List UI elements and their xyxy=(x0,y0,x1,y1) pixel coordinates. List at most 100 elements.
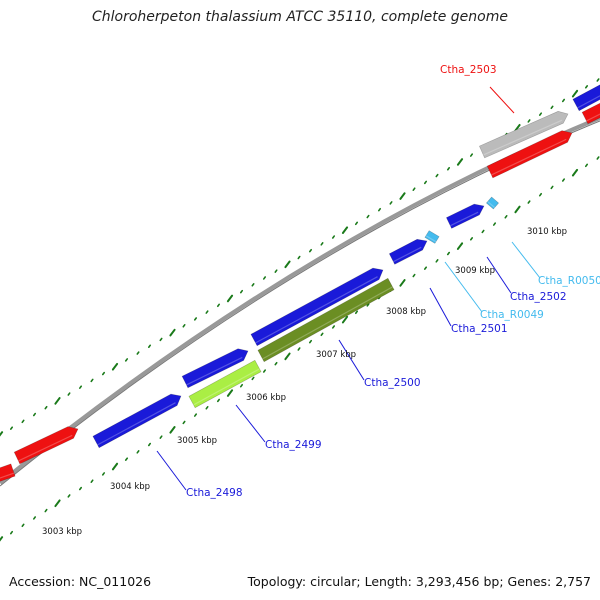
outer-scale-tick xyxy=(561,98,566,103)
scale-label: 3007 kbp xyxy=(316,350,356,360)
gene-arrow-ctha-2502 xyxy=(445,203,485,229)
outer-scale-tick xyxy=(239,289,244,294)
outer-scale-tick xyxy=(354,221,359,226)
inner-scale-tick xyxy=(262,369,267,373)
gene-label-ctha-r0050[interactable]: Ctha_R0050 xyxy=(538,275,600,287)
gene-arrow-ctha-2502-highlight xyxy=(450,211,479,227)
outer-scale-tick xyxy=(527,119,531,123)
inner-scale-tick xyxy=(331,325,336,329)
outer-scale-tick xyxy=(54,397,61,405)
inner-scale-tick xyxy=(216,398,221,403)
outer-scale-tick xyxy=(596,78,600,82)
gene-bar-ctha-2499 xyxy=(188,359,262,409)
label-connector xyxy=(486,256,512,294)
outer-scale-tick xyxy=(389,201,393,205)
outer-scale-tick xyxy=(67,392,71,396)
gene-arrow-ctha-2501-highlight xyxy=(393,246,422,263)
label-connector xyxy=(429,287,452,327)
outer-scale-tick xyxy=(331,235,336,239)
inner-scale-tick xyxy=(9,530,14,535)
inner-scale-tick xyxy=(284,352,291,361)
outer-scale-tick xyxy=(366,214,370,219)
gene-arrow-reverse-highlight xyxy=(0,472,15,479)
inner-scale-tick xyxy=(354,310,359,315)
inner-scale-tick xyxy=(481,229,485,234)
outer-scale-tick xyxy=(136,351,140,355)
gene-label-ctha-2501[interactable]: Ctha_2501 xyxy=(451,323,508,335)
gene-arrow xyxy=(250,267,384,347)
gene-arrow xyxy=(572,84,600,112)
gene-bar-ctha-2499-highlight xyxy=(193,368,260,406)
outer-scale-tick xyxy=(262,276,267,280)
outer-scale-tick xyxy=(571,89,579,98)
outer-scale-tick xyxy=(284,260,291,269)
gene-arrow-ctha-2498-highlight xyxy=(97,402,176,446)
outer-scale-tick xyxy=(538,112,543,116)
scale-labels: 3003 kbp 3004 kbp 3005 kbp 3006 kbp 3007 kbp… xyxy=(42,227,567,537)
inner-scale-tick xyxy=(193,413,198,417)
gene-arrow-reverse xyxy=(0,463,16,482)
outer-scale-tick xyxy=(308,248,313,253)
outer-scale-tick xyxy=(550,105,554,110)
inner-scale-tick xyxy=(412,273,416,278)
gene-arrow-ctha-2501 xyxy=(388,238,428,265)
gene-label-ctha-2500[interactable]: Ctha_2500 xyxy=(364,377,421,389)
inner-scale-tick xyxy=(147,442,152,447)
gene-bar-ctha-2500 xyxy=(257,277,395,363)
outer-scale-tick xyxy=(435,173,439,178)
gene-arrow-ctha-2503 xyxy=(486,130,573,179)
inner-scale-tick xyxy=(446,251,451,256)
genome-summary-text: Topology: circular; Length: 3,293,456 bp… xyxy=(247,574,591,589)
gene-labels: Ctha_2498 Ctha_2499 Ctha_2500 Ctha_2501 Ctha… xyxy=(186,64,600,499)
outer-scale-tick xyxy=(193,317,198,321)
gene-label-ctha-2499[interactable]: Ctha_2499 xyxy=(265,439,322,451)
inner-scale-tick xyxy=(159,435,163,439)
label-connector xyxy=(235,404,266,443)
outer-scale-tick xyxy=(90,378,94,383)
inner-scale-tick xyxy=(561,178,566,182)
outer-scale-tick xyxy=(377,207,382,212)
gene-arrow-highlight xyxy=(255,276,378,344)
scale-label: 3010 kbp xyxy=(527,227,567,237)
gene-arrow-reverse-highlight xyxy=(586,113,600,122)
outer-scale-tick xyxy=(101,371,106,376)
inner-scale-tick xyxy=(32,516,37,520)
scale-label: 3005 kbp xyxy=(177,436,217,446)
inner-scale-tick xyxy=(596,156,600,160)
scale-label: 3008 kbp xyxy=(386,307,426,317)
inner-scale-tick xyxy=(169,426,176,434)
gene-arrow xyxy=(181,348,249,389)
inner-scale-tick xyxy=(341,315,349,324)
gene-label-ctha-r0049[interactable]: Ctha_R0049 xyxy=(480,309,544,321)
outer-scale-tick xyxy=(0,431,4,437)
gene-arrow-pseudo xyxy=(479,110,569,159)
outer-scale-tick xyxy=(423,180,428,185)
outer-scale-tick xyxy=(169,328,176,337)
gene-arrow-highlight xyxy=(577,95,600,109)
inner-scale-tick xyxy=(21,523,25,528)
outer-scale-tick xyxy=(297,255,301,260)
outer-scale-tick xyxy=(9,426,14,430)
outer-scale-tick xyxy=(320,242,324,246)
tick-rows xyxy=(0,78,600,542)
inner-scale-tick xyxy=(44,508,48,513)
gene-label-ctha-2503[interactable]: Ctha_2503 xyxy=(440,64,497,76)
outer-scale-tick xyxy=(514,123,521,132)
inner-scale-tick xyxy=(90,479,94,483)
inner-scale-tick xyxy=(538,192,543,197)
outer-scale-tick xyxy=(147,344,152,349)
gene-arrow-reverse xyxy=(581,102,600,125)
outer-scale-tick xyxy=(412,187,416,191)
gene-arrow-ctha-2498 xyxy=(92,393,182,449)
inner-scale-tick xyxy=(182,420,186,425)
inner-scale-tick xyxy=(54,499,61,508)
outer-scale-tick xyxy=(446,166,451,171)
inner-scale-tick xyxy=(251,376,255,381)
gene-bar-ctha-2500-highlight xyxy=(262,286,393,360)
inner-scale-tick xyxy=(78,486,83,491)
gene-label-ctha-2502[interactable]: Ctha_2502 xyxy=(510,291,567,303)
inner-scale-tick xyxy=(504,215,508,219)
outer-scale-tick xyxy=(124,358,129,362)
gene-label-ctha-2498[interactable]: Ctha_2498 xyxy=(186,487,243,499)
